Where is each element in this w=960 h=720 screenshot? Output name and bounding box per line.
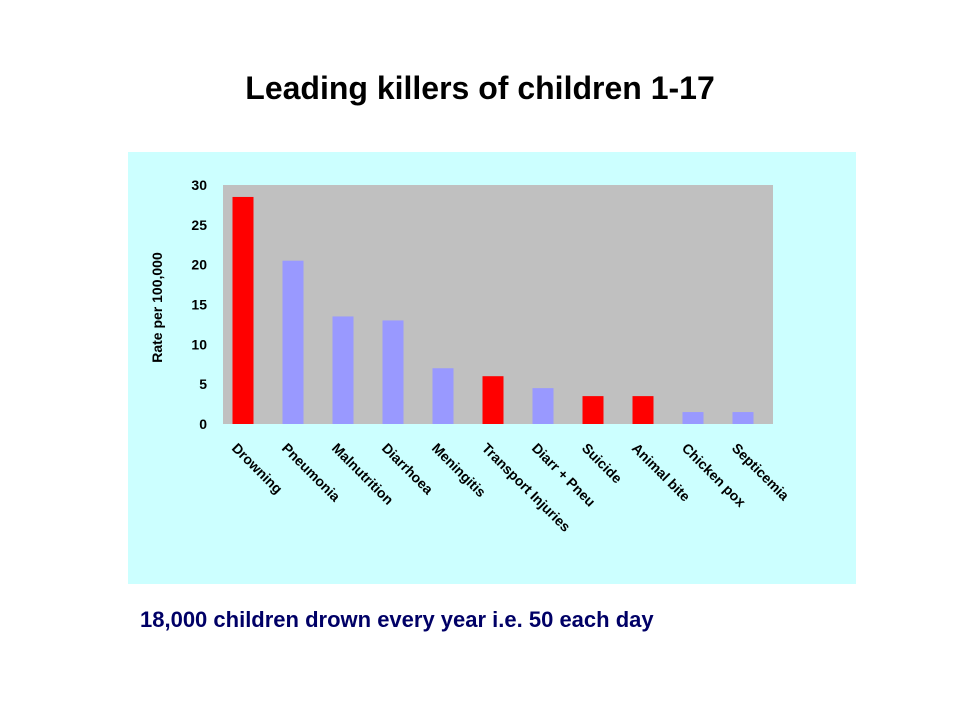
y-tick-label: 5 [199, 376, 207, 392]
x-tick-label: Transport Injuries [479, 440, 574, 535]
x-tick-label: Drowning [229, 440, 286, 497]
bar-chicken-pox [682, 412, 704, 424]
y-tick-label: 25 [191, 217, 207, 233]
bar-animal-bite [632, 396, 654, 424]
chart-title: Leading killers of children 1-17 [245, 70, 715, 106]
y-tick-label: 0 [199, 416, 207, 432]
y-tick-label: 15 [191, 297, 207, 313]
bar-septicemia [732, 412, 754, 424]
bar-diarrhoea [382, 320, 404, 424]
y-axis-title: Rate per 100,000 [149, 252, 165, 363]
y-tick-label: 20 [191, 257, 207, 273]
bar-malnutrition [332, 316, 354, 424]
bar-pneumonia [282, 260, 304, 424]
x-tick-label: Suicide [579, 440, 626, 487]
bar-transport-injuries [482, 376, 504, 424]
bar-meningitis [432, 368, 454, 424]
bar-suicide [582, 396, 604, 424]
bar-drowning [232, 196, 254, 424]
y-tick-label: 10 [191, 336, 207, 352]
caption: 18,000 children drown every year i.e. 50… [140, 607, 654, 632]
chart-panel: 0 5 10 15 20 25 30 Rate per 100,000 Drowning Pneu… [128, 152, 856, 584]
bar-diarr-pneu [532, 388, 554, 424]
y-tick-label: 30 [191, 177, 207, 193]
